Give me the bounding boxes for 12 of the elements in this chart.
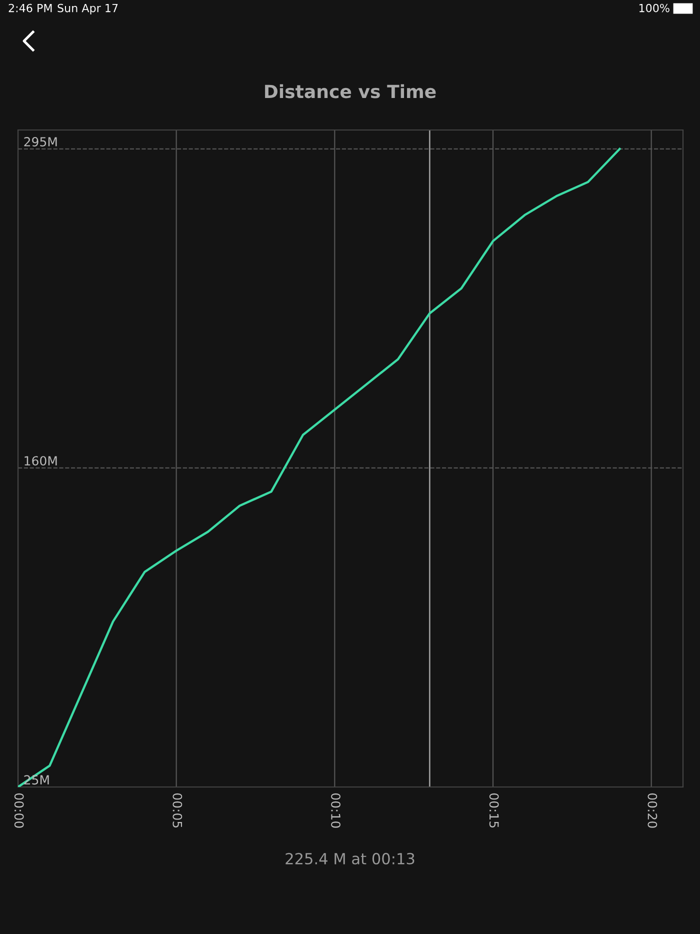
chart-title: Distance vs Time xyxy=(265,84,436,98)
text: 2:46 PM xyxy=(8,4,52,12)
x-tick-label: 00:00 xyxy=(14,793,24,828)
x-tick-label: 00:10 xyxy=(331,793,340,828)
text: Sun Apr 17 xyxy=(58,4,118,14)
x-tick-label: 00:15 xyxy=(489,793,499,828)
y-tick-label: 160M xyxy=(24,456,57,466)
x-tick-label: 00:05 xyxy=(172,793,182,828)
text: 100% xyxy=(639,4,670,12)
x-tick-label: 00:20 xyxy=(648,793,658,828)
text: 225.4 M at 00:13 xyxy=(286,852,414,864)
y-tick-label: 295M xyxy=(24,137,57,146)
